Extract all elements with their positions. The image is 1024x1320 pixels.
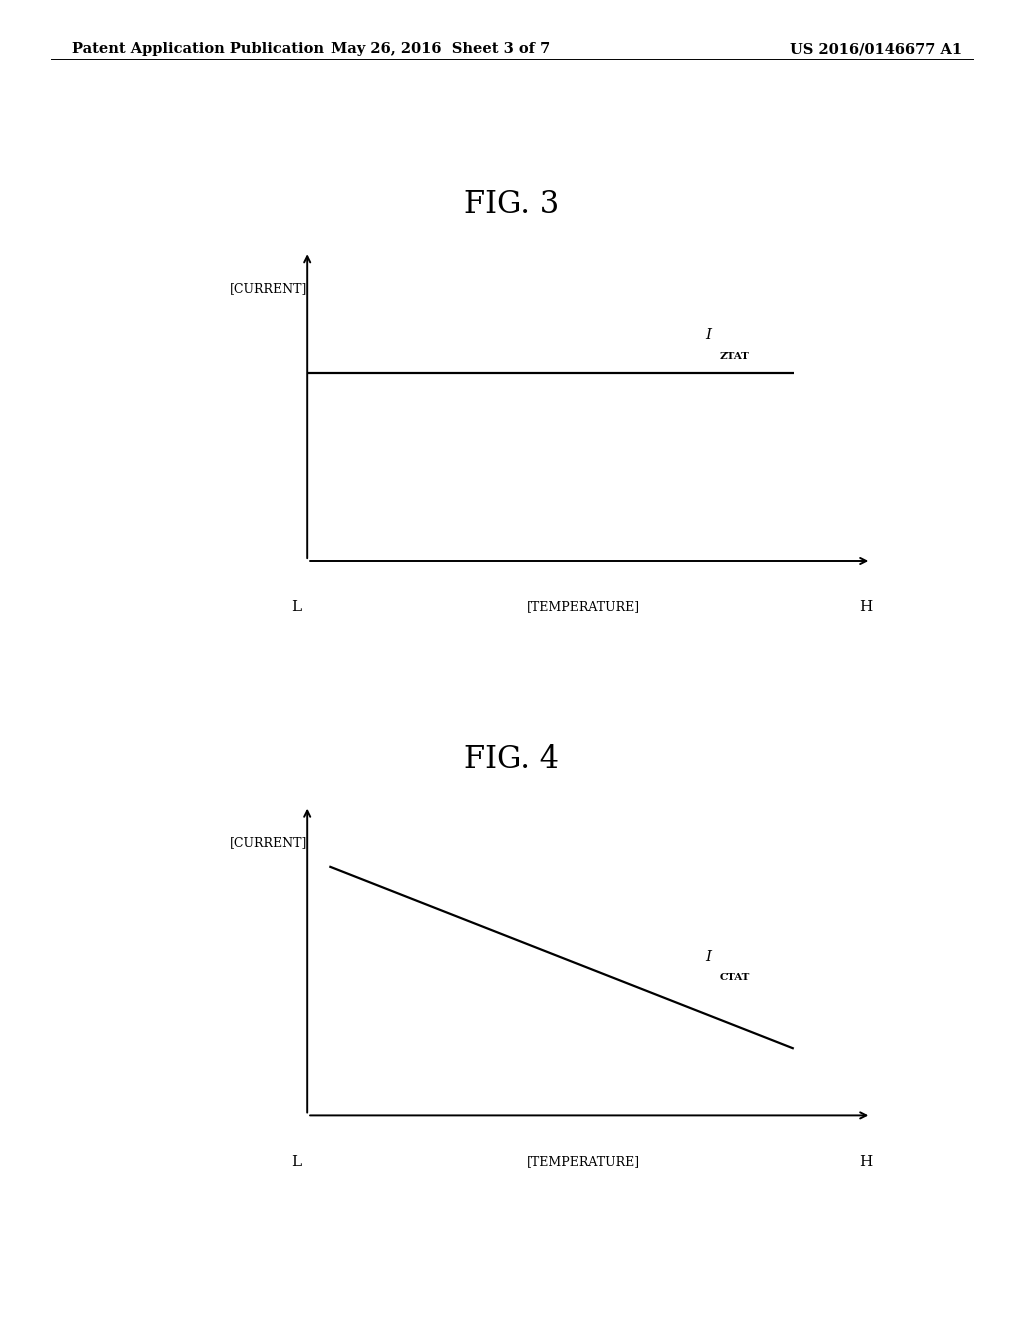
Text: FIG. 3: FIG. 3: [464, 189, 560, 220]
Text: L: L: [291, 1155, 301, 1170]
Text: CTAT: CTAT: [719, 973, 750, 982]
Text: Patent Application Publication: Patent Application Publication: [72, 42, 324, 57]
Text: H: H: [859, 601, 872, 615]
Text: H: H: [859, 1155, 872, 1170]
Text: US 2016/0146677 A1: US 2016/0146677 A1: [791, 42, 963, 57]
Text: [TEMPERATURE]: [TEMPERATURE]: [527, 1155, 640, 1168]
Text: [CURRENT]: [CURRENT]: [229, 836, 307, 849]
Text: [TEMPERATURE]: [TEMPERATURE]: [527, 601, 640, 614]
Text: ZTAT: ZTAT: [719, 351, 749, 360]
Text: I: I: [706, 329, 712, 342]
Text: FIG. 4: FIG. 4: [465, 743, 559, 775]
Text: May 26, 2016  Sheet 3 of 7: May 26, 2016 Sheet 3 of 7: [331, 42, 550, 57]
Text: L: L: [291, 601, 301, 615]
Text: I: I: [706, 949, 712, 964]
Text: [CURRENT]: [CURRENT]: [229, 281, 307, 294]
